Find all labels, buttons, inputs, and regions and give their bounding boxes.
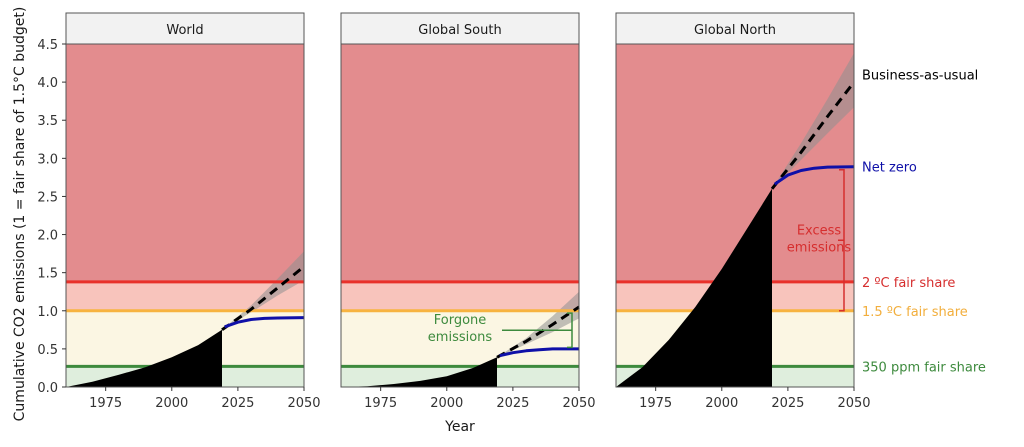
x-axis-title: Year [444, 419, 475, 435]
bau-band [497, 291, 579, 358]
y-tick-label: 1.5 [37, 267, 58, 282]
zone-2 [341, 281, 579, 311]
right-label: 350 ppm fair share [862, 360, 986, 375]
panel-title: Global North [694, 23, 776, 38]
strip-world [65, 12, 305, 45]
y-tick-label: 3.0 [37, 152, 58, 167]
y-axis: 0.0 0.5 1.0 1.5 2.0 2.5 3.0 3.5 4.0 4.5 [37, 38, 66, 396]
y-tick-label: 0.0 [37, 381, 58, 396]
zone-1 [341, 310, 579, 367]
annotation-excess-emissions: Excess emissions [787, 169, 852, 312]
panel-global-south: Global South 1975 2000 2025 2050 [340, 12, 596, 411]
x-tick-label: 2000 [430, 396, 463, 411]
x-tick-label: 2000 [155, 396, 188, 411]
strip-global-south [340, 12, 580, 45]
bau-band [772, 53, 854, 189]
panel-frame [340, 43, 580, 388]
right-labels: Business-as-usual Net zero 2 ºC fair share… [862, 68, 986, 375]
right-label: 2 ºC fair share [862, 276, 955, 291]
y-tick-label: 1.0 [37, 305, 58, 320]
annotation-line: emissions [428, 330, 493, 345]
y-tick-label: 4.0 [37, 76, 58, 91]
x-tick-label: 1975 [639, 396, 672, 411]
bau-line [770, 81, 856, 190]
net-zero-line [499, 347, 579, 358]
annotation-line: Excess [797, 223, 842, 238]
y-tick-label: 3.5 [37, 114, 58, 129]
x-tick-label: 2025 [496, 396, 529, 411]
annotation-forgone-emissions: Forgone emissions [428, 312, 573, 349]
y-axis-title: Cumulative CO2 emissions (1 = fair share… [12, 7, 28, 422]
x-tick-label: 2025 [221, 396, 254, 411]
panels: World 1975 2000 2025 2050 Global South 1975 200… [65, 12, 871, 411]
x-tick-label: 2050 [287, 396, 320, 411]
y-tick-label: 2.5 [37, 190, 58, 205]
panel-frame [65, 43, 305, 388]
historical-area [66, 329, 222, 387]
zone-3 [66, 44, 304, 282]
x-tick-label: 2050 [837, 396, 870, 411]
x-tick-label: 2050 [562, 396, 595, 411]
net-zero-line [773, 165, 855, 186]
x-tick-label: 1975 [364, 396, 397, 411]
panel-frame [615, 43, 855, 388]
forgone-bracket [502, 312, 573, 349]
net-zero-line [224, 316, 305, 329]
strip-global-north [615, 12, 855, 45]
bau-line [221, 265, 305, 332]
annotation-line: Forgone [434, 313, 487, 328]
panel-title: Global South [418, 23, 501, 38]
panel-title: World [166, 23, 203, 38]
historical-area [616, 188, 772, 387]
right-label: Net zero [862, 161, 917, 176]
right-label: 1.5 ºC fair share [862, 305, 968, 320]
historical-area [341, 357, 497, 387]
y-tick-label: 2.0 [37, 229, 58, 244]
panel-world: World 1975 2000 2025 2050 [65, 12, 321, 411]
excess-bracket [838, 169, 845, 312]
x-tick-label: 2025 [771, 396, 804, 411]
x-tick-label: 1975 [89, 396, 122, 411]
zone-3 [341, 44, 579, 282]
annotation-line: emissions [787, 240, 852, 255]
panel-global-north: Global North 1975 2000 2025 2050 [615, 12, 871, 411]
x-tick-label: 2000 [705, 396, 738, 411]
y-tick-label: 4.5 [37, 38, 58, 53]
right-label: Business-as-usual [862, 68, 978, 83]
bau-line [496, 305, 580, 359]
y-tick-label: 0.5 [37, 343, 58, 358]
zone-3 [616, 44, 854, 282]
